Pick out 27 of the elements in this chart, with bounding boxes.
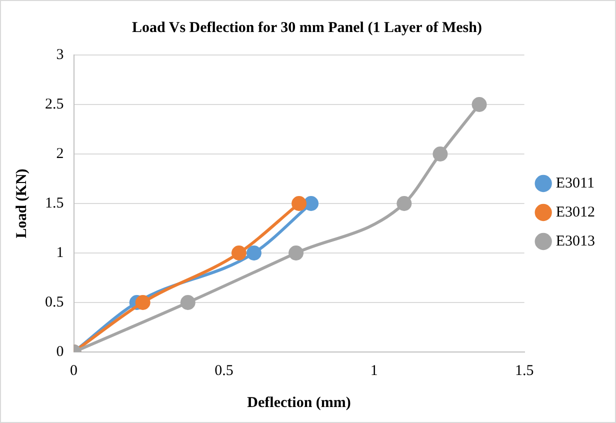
point bbox=[180, 295, 196, 310]
point bbox=[246, 246, 262, 260]
point bbox=[288, 246, 304, 260]
y-tick-label: 1.5 bbox=[45, 195, 64, 212]
y-tick-label: 1 bbox=[56, 244, 64, 261]
y-tick-label: 2 bbox=[56, 146, 64, 162]
x-tick-label: 1 bbox=[370, 362, 378, 379]
legend-label: E3013 bbox=[556, 233, 596, 250]
point bbox=[396, 196, 412, 211]
y-tick-label: 0 bbox=[56, 344, 64, 360]
legend-label: E3011 bbox=[556, 175, 594, 192]
chart-title: Load Vs Deflection for 30 mm Panel (1 Layer of Mesh) bbox=[132, 20, 482, 36]
point bbox=[231, 246, 246, 260]
x-tick-label: 1.5 bbox=[514, 362, 534, 379]
point bbox=[292, 196, 307, 211]
y-tick-label: 0.5 bbox=[45, 294, 64, 310]
y-axis-title: Load (KN) bbox=[14, 168, 30, 238]
legend-label: E3012 bbox=[556, 204, 596, 220]
point bbox=[432, 146, 448, 162]
point bbox=[304, 196, 319, 211]
point bbox=[472, 97, 487, 112]
x-tick-label: 0.5 bbox=[214, 362, 234, 379]
x-tick-label: 0 bbox=[70, 362, 78, 379]
x-axis-title: Deflection (mm) bbox=[247, 394, 351, 411]
y-tick-label: 3 bbox=[56, 46, 64, 63]
y-tick-label: 2.5 bbox=[45, 96, 64, 112]
point bbox=[135, 295, 150, 310]
